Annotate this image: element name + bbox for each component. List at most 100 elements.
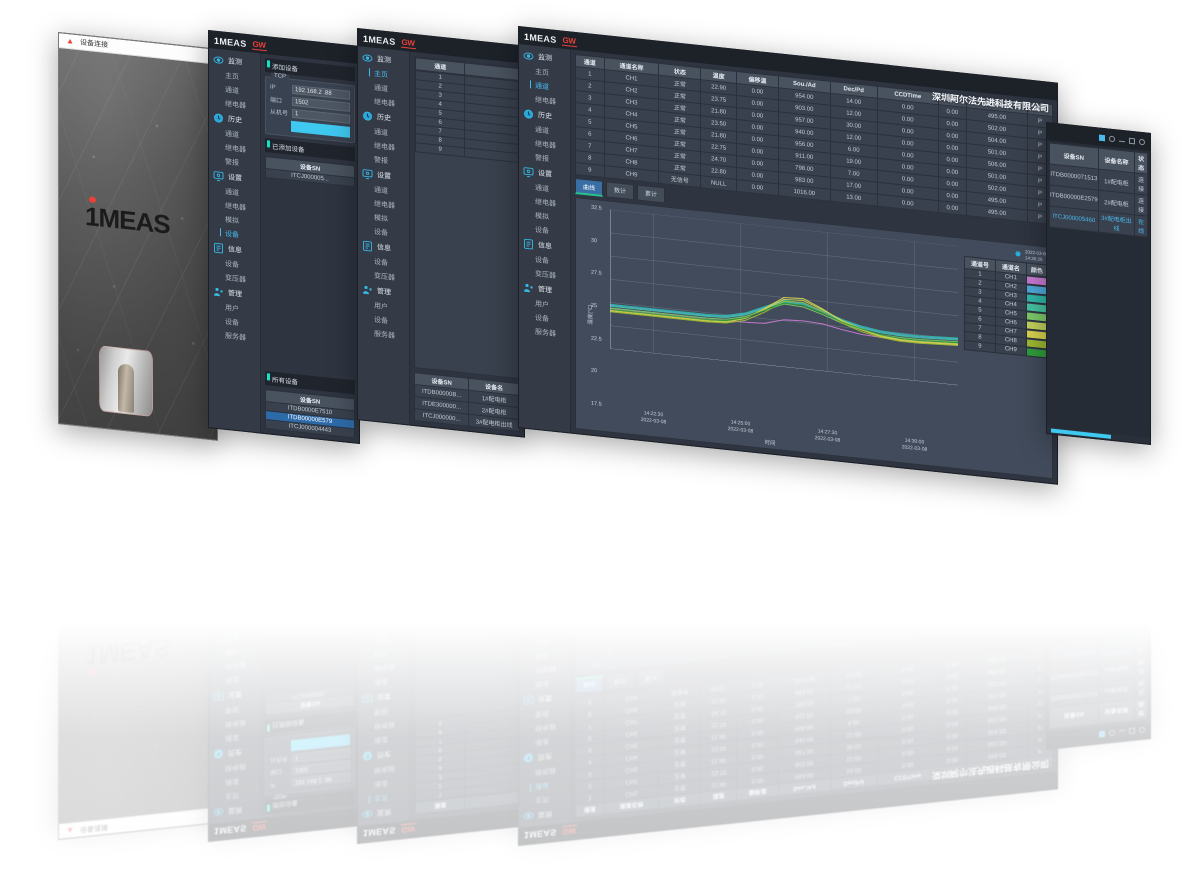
table-cell[interactable]: 6.00 (830, 713, 878, 731)
nav-head-历史[interactable]: 历史 (209, 109, 260, 130)
nav-group-信息[interactable]: 信息 设备 变压器 (209, 584, 260, 633)
sidebar-item-历史-通道[interactable]: 通道 (225, 732, 239, 742)
home-window[interactable]: 1MEAS GW 监测 主页 通道 继电器 历史 通道 继电器 警报 设置 通道 继电器 模拟 设备 信息… (357, 28, 525, 438)
close-icon[interactable] (1139, 727, 1145, 734)
table-cell[interactable]: 0.00 (736, 748, 779, 765)
sidebar-item-信息-变压器[interactable]: 变压器 (374, 590, 395, 600)
cell-channel-no[interactable]: 9 (964, 519, 996, 532)
sidebar-item-历史-警报[interactable]: 警报 (225, 704, 239, 714)
chart-tabbar[interactable]: 曲线 数计 累计 (575, 628, 1053, 695)
table-cell[interactable]: 0.00 (938, 668, 967, 684)
sidebar-item-设置-通道[interactable]: 通道 (225, 674, 239, 684)
nav-group-管理[interactable]: 管理 用户 设备 服务器 (519, 279, 570, 342)
cell-device-name[interactable]: 3#配电柜出线 (1098, 636, 1135, 662)
nav-group-信息[interactable]: 信息 设备 变压器 (209, 239, 260, 288)
cell-channel-no[interactable]: 3 (964, 573, 996, 586)
table-cell[interactable]: 0.00 (938, 740, 967, 756)
sidebar-item-监测-主页[interactable]: 主页 (535, 794, 549, 804)
cell-device-status[interactable]: 连接 (1134, 676, 1148, 700)
nav-head-管理[interactable]: 管理 (519, 572, 570, 593)
table-cell[interactable]: 0.00 (877, 671, 939, 690)
monitor-main-window[interactable]: 1MEAS GW 监测 主页 通道 继电器 历史 通道 继电器 警报 设置 通道 继电器 模拟 设备 信息… (518, 26, 1058, 485)
table-cell[interactable]: 22.80 (700, 692, 737, 709)
sidebar-item-设置-设备[interactable]: 设备 (374, 634, 388, 644)
maximize-icon[interactable] (1129, 728, 1135, 735)
table-cell[interactable]: 正常 (658, 756, 701, 773)
cell-device-sn[interactable]: ITDB0000E7510 (265, 452, 355, 471)
table-cell[interactable]: 0.00 (736, 736, 779, 753)
nav-group-管理[interactable]: 管理 用户 设备 服务器 (358, 528, 409, 591)
cell-channel[interactable]: 2 (415, 778, 465, 793)
table-cell[interactable]: 21.80 (700, 752, 737, 769)
nav-head-信息[interactable]: 信息 (209, 612, 260, 633)
table-cell[interactable]: 957.00 (778, 742, 831, 761)
table-cell[interactable]: 正常 (658, 744, 701, 761)
tab-累计[interactable]: 累计 (637, 668, 666, 688)
cell-device-sn[interactable]: ITCJ000005... (265, 685, 355, 704)
table-cell[interactable]: 22.75 (700, 716, 737, 733)
cell-channel[interactable]: 1 (415, 787, 465, 802)
device-connect-window[interactable]: 🔺 设备连接 1MEAS (58, 431, 218, 840)
table-cell[interactable]: 6 (575, 730, 605, 746)
legend-table[interactable]: 通道号 通道名 颜色 1 CH1 2 CH2 3 CH3 4 CH4 5 CH5 6 CH6 7 CH7 8 CH8… (964, 256, 1048, 359)
table-cell[interactable]: ITDE300000... (414, 457, 469, 476)
table-cell[interactable]: 正常 (658, 732, 701, 749)
table-cell[interactable]: 9 (575, 694, 605, 710)
table-cell[interactable]: 12.00 (830, 725, 878, 743)
cell-device-status[interactable]: 连接 (1134, 655, 1148, 679)
nav-group-监测[interactable]: 监测 主页 通道 继电器 (358, 760, 409, 823)
nav-group-历史[interactable]: 历史 通道 继电器 警报 (519, 105, 570, 168)
table-cell[interactable]: CH5 (604, 736, 659, 755)
table-cell[interactable]: 5 (575, 742, 605, 758)
sidebar-item-历史-警报[interactable]: 警报 (374, 706, 388, 716)
added-device-table[interactable]: 设备SN ITCJ000005... (265, 155, 355, 188)
window-controls[interactable] (1099, 727, 1145, 738)
device-connect-window[interactable]: 🔺 设备连接 1MEAS (58, 32, 218, 441)
table-cell[interactable]: 24.70 (700, 704, 737, 721)
slave-id-input[interactable]: 1 (292, 748, 350, 764)
table-cell[interactable]: 502.00 (966, 734, 1028, 753)
cell-channel-no[interactable]: 2 (964, 582, 996, 595)
nav-head-设置[interactable]: 设置 (209, 684, 260, 705)
table-cell[interactable]: P (1027, 731, 1053, 747)
settings-device-window[interactable]: 1MEAS GW 监测 主页 通道 继电器 历史 通道 继电器 警报 设置 通道 继电器 模拟 设备 信息… (208, 30, 360, 444)
sidebar-item-监测-通道[interactable]: 通道 (374, 778, 388, 788)
cell-blank[interactable] (464, 718, 519, 734)
sidebar-item-设置-设备[interactable]: 设备 (535, 636, 549, 646)
cell-channel[interactable]: 9 (415, 715, 465, 730)
table-cell[interactable]: ITDB00000B... (414, 469, 469, 488)
home-window[interactable]: 1MEAS GW 监测 主页 通道 继电器 历史 通道 继电器 警报 设置 通道 继电器 模拟 设备 信息… (357, 434, 525, 844)
cell-channel-no[interactable]: 4 (964, 564, 996, 577)
nav-group-监测[interactable]: 监测 主页 通道 继电器 (519, 762, 570, 825)
table-cell[interactable]: 正常 (658, 696, 701, 713)
nav-group-历史[interactable]: 历史 通道 继电器 警报 (209, 700, 260, 763)
device-list-window[interactable]: 设备SN 设备名称 状态 ITDB0000071513 1#配电柜 连接 ITDB00000… (1046, 426, 1151, 750)
sidebar-item-监测-继电器[interactable]: 继电器 (225, 762, 246, 772)
table-cell[interactable]: 正常 (658, 780, 701, 797)
table-cell[interactable]: CH4 (604, 748, 659, 767)
table-cell[interactable]: 903.00 (778, 754, 831, 773)
table-cell[interactable]: 0.00 (938, 716, 967, 732)
cell-channel-name[interactable]: CH9 (995, 343, 1027, 357)
cell-channel-color[interactable] (1026, 585, 1048, 597)
table-cell[interactable]: 501.00 (966, 686, 1028, 705)
ip-input[interactable]: 192.168.2 .88 (292, 772, 350, 788)
table-cell[interactable]: 0.00 (736, 760, 779, 777)
nav-head-历史[interactable]: 历史 (519, 105, 570, 126)
table-cell[interactable]: 911.00 (778, 706, 831, 725)
table-cell[interactable]: 2#配电柜 (468, 452, 520, 470)
nav-head-管理[interactable]: 管理 (358, 570, 409, 591)
sidebar[interactable]: 监测 主页 通道 继电器 历史 通道 继电器 警报 设置 通道 继电器 模拟 设备 信息 设备 变压器 管理 用户… (209, 439, 261, 824)
field-ip[interactable]: IP 192.168.2 .88 (270, 772, 350, 789)
cell-channel-name[interactable]: CH6 (995, 542, 1027, 556)
nav-head-信息[interactable]: 信息 (519, 235, 570, 256)
nav-head-设置[interactable]: 设置 (519, 163, 570, 184)
sidebar-item-信息-变压器[interactable]: 变压器 (225, 588, 246, 598)
table-cell[interactable]: 0.00 (938, 704, 967, 720)
all-device-table[interactable]: 设备SN ITDB0000E7510 ITDB00000E579 ITCJ000… (265, 388, 355, 439)
cell-device-sn[interactable]: ITDB00000E579 (265, 443, 355, 462)
nav-group-历史[interactable]: 历史 通道 继电器 警报 (209, 109, 260, 172)
cell-channel[interactable]: 4 (415, 760, 465, 775)
table-cell[interactable]: 0.00 (877, 755, 939, 774)
help-icon[interactable] (1109, 730, 1115, 737)
